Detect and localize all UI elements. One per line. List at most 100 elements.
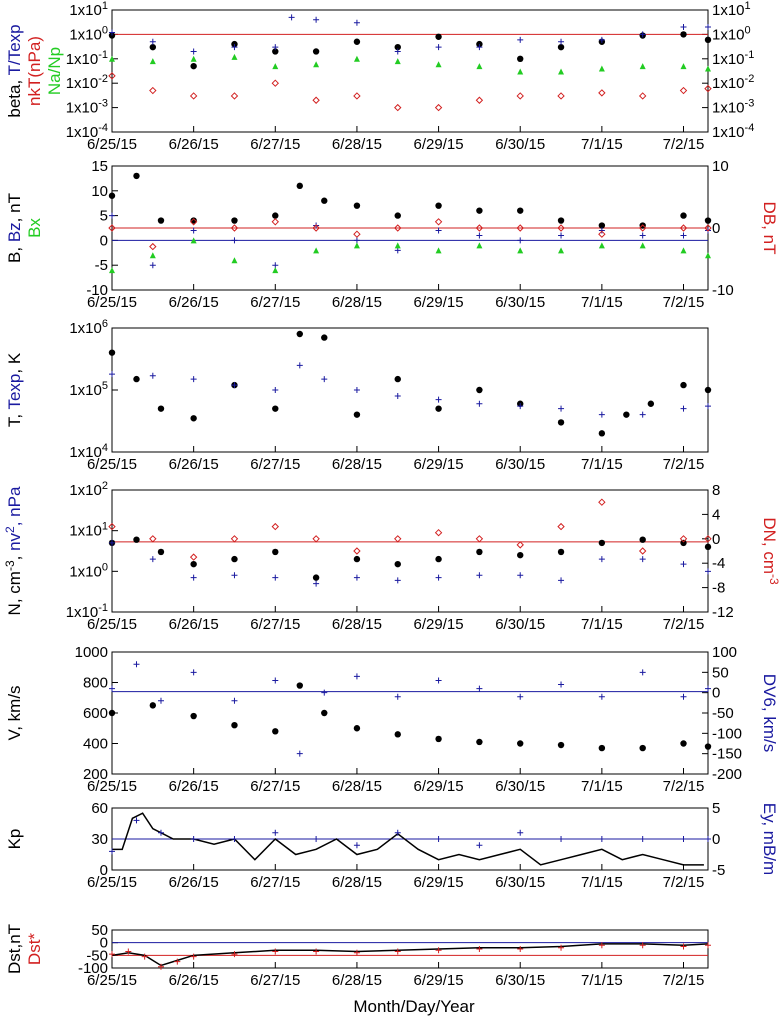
- data-point: [476, 40, 483, 48]
- data-point: [679, 535, 688, 543]
- data-point: [476, 842, 483, 849]
- x-tick-label: 6/26/15: [169, 294, 219, 311]
- data-point: [149, 262, 156, 269]
- data-point: [435, 61, 442, 68]
- data-point: [321, 376, 328, 383]
- data-point: [517, 68, 524, 75]
- data-point: [435, 202, 442, 209]
- data-point: [109, 685, 115, 692]
- series-0: [108, 682, 712, 752]
- x-tick-label: 7/1/15: [581, 874, 623, 891]
- tick-label: 1x100: [712, 24, 751, 43]
- tick-label: 50: [91, 922, 108, 939]
- data-point: [190, 415, 197, 422]
- data-point: [174, 958, 181, 965]
- data-point: [639, 232, 646, 239]
- x-tick-label: 6/29/15: [414, 294, 464, 311]
- x-tick-label: 6/28/15: [332, 616, 382, 633]
- data-point: [557, 43, 565, 51]
- x-tick-label: 6/30/15: [495, 972, 545, 989]
- data-point: [149, 252, 156, 259]
- x-tick-label: 6/25/15: [87, 136, 137, 153]
- data-point: [109, 29, 115, 36]
- panel-beta: 1x10-4 1x10-3 1x10-2 1x10-1 1x100 1x101 1x10-4…: [5, 0, 754, 153]
- tick-label: 1x10-2: [66, 73, 108, 92]
- data-point: [680, 24, 687, 31]
- series-2: [108, 72, 712, 112]
- x-tick-label: 7/2/15: [663, 456, 705, 473]
- data-point: [296, 182, 303, 190]
- data-point: [639, 669, 646, 676]
- data-point: [517, 693, 524, 700]
- data-point: [680, 740, 687, 747]
- data-point: [516, 224, 524, 232]
- tick-label: -200: [712, 766, 742, 783]
- x-tick-label: 6/25/15: [87, 616, 137, 633]
- data-point: [189, 553, 198, 561]
- x-tick-label: 7/1/15: [581, 456, 623, 473]
- data-point: [231, 951, 238, 958]
- tick-label: 1x10-1: [66, 49, 108, 68]
- data-point: [272, 267, 279, 274]
- data-point: [639, 31, 646, 38]
- data-point: [598, 693, 605, 700]
- data-point: [557, 522, 565, 531]
- data-point: [557, 224, 565, 232]
- tick-label: 1x10-3: [66, 98, 108, 117]
- data-point: [190, 836, 197, 842]
- axis-title: Na/Np: [45, 47, 64, 95]
- tick-label: 1x104: [69, 442, 108, 461]
- data-point: [639, 536, 646, 543]
- data-point: [435, 574, 442, 581]
- data-point: [321, 689, 328, 696]
- data-point: [231, 555, 238, 563]
- data-point: [680, 836, 687, 842]
- data-point: [157, 829, 164, 836]
- axis-title: B, Bz, nT: [5, 193, 24, 263]
- data-point: [296, 750, 303, 757]
- data-point: [476, 207, 483, 214]
- data-point: [680, 693, 687, 700]
- data-point: [517, 551, 524, 559]
- data-point: [680, 212, 687, 219]
- data-point: [125, 948, 132, 955]
- data-point: [435, 227, 442, 234]
- data-point: [558, 944, 565, 951]
- data-point: [190, 55, 197, 62]
- data-point: [638, 224, 647, 232]
- data-point: [598, 744, 606, 752]
- data-point: [476, 685, 483, 692]
- series-3: [108, 218, 712, 251]
- data-point: [598, 498, 606, 506]
- tick-label: -4: [712, 555, 725, 572]
- data-point: [558, 836, 565, 842]
- data-point: [476, 44, 483, 51]
- data-point: [557, 548, 565, 556]
- data-point: [705, 403, 711, 410]
- data-point: [434, 528, 443, 537]
- data-point: [271, 79, 279, 87]
- data-point: [704, 36, 712, 44]
- tick-label: 0: [712, 831, 720, 848]
- data-point: [231, 237, 238, 244]
- data-point: [353, 202, 361, 209]
- x-tick-label: 6/27/15: [250, 778, 300, 795]
- x-tick-label: 6/27/15: [250, 136, 300, 153]
- x-tick-label: 6/25/15: [87, 456, 137, 473]
- data-point: [647, 400, 655, 407]
- data-point: [557, 92, 565, 100]
- data-point: [435, 677, 442, 684]
- axis-title: DN, cm-3: [760, 517, 781, 585]
- data-point: [353, 673, 360, 680]
- data-point: [272, 677, 279, 684]
- data-point: [296, 362, 303, 369]
- data-point: [231, 257, 238, 264]
- panel-density: 1x10-1 1x100 1x101 1x102 -12 -8 -4 0 4 8 6/25/15 6/…: [3, 480, 781, 633]
- data-point: [313, 580, 320, 587]
- data-point: [353, 92, 361, 100]
- axis-title: beta, T/Texp: [5, 24, 24, 117]
- data-point: [108, 32, 116, 39]
- x-tick-label: 6/27/15: [250, 972, 300, 989]
- x-tick-label: 6/30/15: [495, 778, 545, 795]
